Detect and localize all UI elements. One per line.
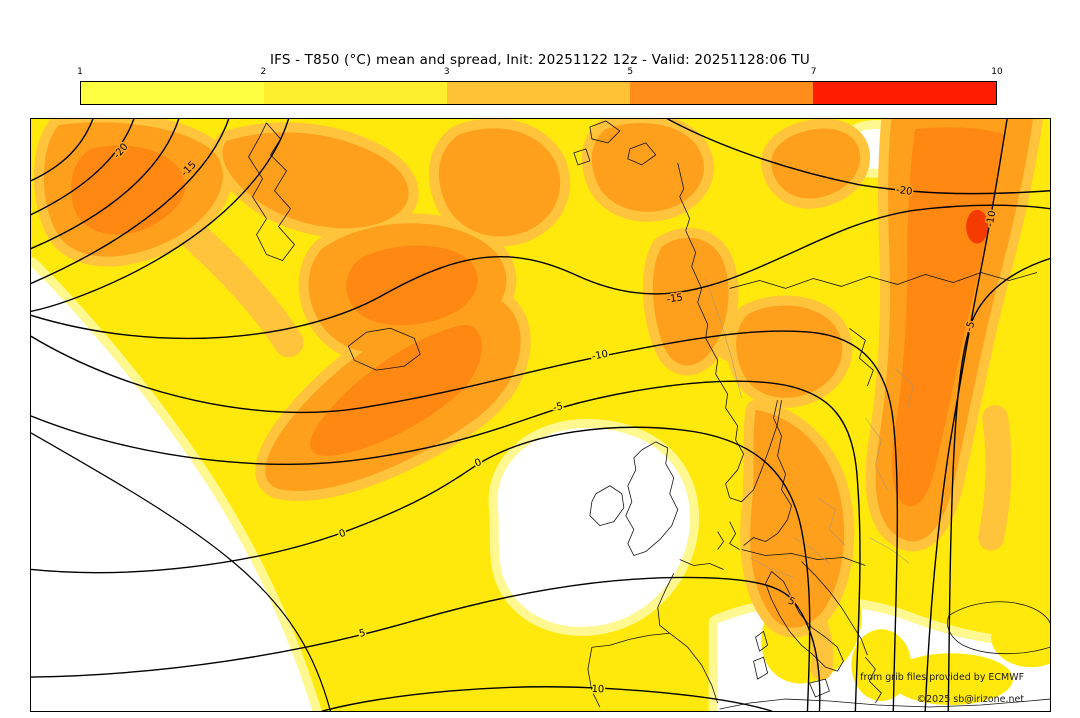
border-line [895,367,914,411]
page-title: IFS - T850 (°C) mean and spread, Init: 2… [269,52,811,68]
low-spread-atlantic [31,266,313,711]
spread-red-spot [966,209,989,244]
coast-greece [865,656,882,704]
colorbar-ticks: 1 2 3 5 7 10 [77,67,1003,81]
orange-topright [771,128,861,199]
contour-line-east2 [947,257,1050,711]
coast-denmark [717,521,740,550]
orange-norway [652,237,729,366]
weather-map: -20 -15 -15 -20 -10 -5 5 -10 -5 0 0 5 10… [30,118,1051,712]
contour-line-minus20 [667,119,1050,195]
coast-sicily [809,678,830,698]
contour-label: -10 [985,210,999,228]
colorbar-segment [447,82,634,104]
orange-greenlandsea [438,128,561,237]
deep-orange-crescent [310,325,482,457]
contour-line-zero [31,426,811,711]
orange-arcticband [222,132,409,229]
contour-label: -10 [591,349,609,363]
colorbar-segment [813,82,996,104]
contour-label: -15 [666,292,684,305]
colorbar-tick: 5 [627,67,634,77]
coast-biscay [657,573,675,634]
colorbar-svg [81,82,996,104]
coastlines [248,120,1050,710]
contour-line [31,119,230,285]
border-line [793,537,830,564]
colorbar-tick: 1 [77,67,83,77]
deep-orange-iceland [346,245,478,326]
orange-topmiddle [591,122,704,212]
contour-line [31,119,290,313]
coast-svalbard [573,120,657,166]
contour-line-minus10 [31,330,899,711]
low-spread-center [497,427,691,627]
contour-line-atlantic [31,432,332,711]
colorbar-tick: 10 [991,67,1003,77]
coast-britain [625,441,679,556]
coast-whitesea [849,327,874,387]
attribution-copyright: ©2025 sb@irizone.net [917,694,1025,705]
orange-baltic [736,305,843,398]
border-line [869,537,910,564]
coast-baltic-south [741,549,866,566]
coast-italy [765,571,844,672]
contour-line-ten [321,686,773,711]
coast-bothnia [743,399,792,546]
orange-streak-nw [155,199,304,358]
border-line [817,497,846,546]
coast-norway [677,162,782,503]
border-line [865,417,888,490]
contour-label: 5 [358,628,367,640]
temperature-contours [31,119,1050,711]
contour-line-minus15 [31,204,1050,340]
coast-arctic-russia [729,272,1038,289]
contour-labels-yellow: -10 -5 0 0 5 10 [336,347,610,697]
contour-label: 10 [591,684,604,695]
coast-iberia-east [669,632,719,704]
coast-black-sea [947,601,1050,655]
coast-greenland [248,122,295,261]
colorbar-bar [80,81,997,105]
coast-corsica-sardinia [753,630,768,680]
country-borders [705,278,914,578]
coast-channel [679,559,724,570]
coast-adriatic [801,561,868,656]
map-svg: -20 -15 -15 -20 -10 -5 5 -10 -5 0 0 5 10… [31,119,1050,711]
contour-labels-orange: -20 -15 -15 -20 -10 -5 5 [110,140,1000,610]
contour-line [31,119,94,182]
colorbar-tick: 3 [443,67,450,77]
yellow-patch-southeast [889,653,1014,706]
border-line [705,278,742,399]
colorbar-segment [264,82,451,104]
contour-label: -5 [552,401,564,414]
attribution-source: from grib files provided by ECMWF [860,672,1024,683]
orange-streak-east-edge [978,405,1012,551]
yellow-patch-east [991,607,1050,668]
coast-ireland [589,485,625,527]
contour-label: -20 [895,185,913,198]
contour-line [31,119,135,216]
colorbar-segment [630,82,817,104]
colorbar-tick: 2 [260,67,267,77]
contour-line-five [31,576,821,711]
contour-line [31,119,180,250]
colorbar-tick: 7 [810,67,817,77]
border-line [749,557,794,578]
colorbar-segment [81,82,268,104]
contour-line-minus5 [31,380,861,711]
coast-iceland [347,327,421,371]
coast-north-africa [719,698,1050,710]
colorbar: 1 2 3 5 7 10 [77,67,1003,105]
